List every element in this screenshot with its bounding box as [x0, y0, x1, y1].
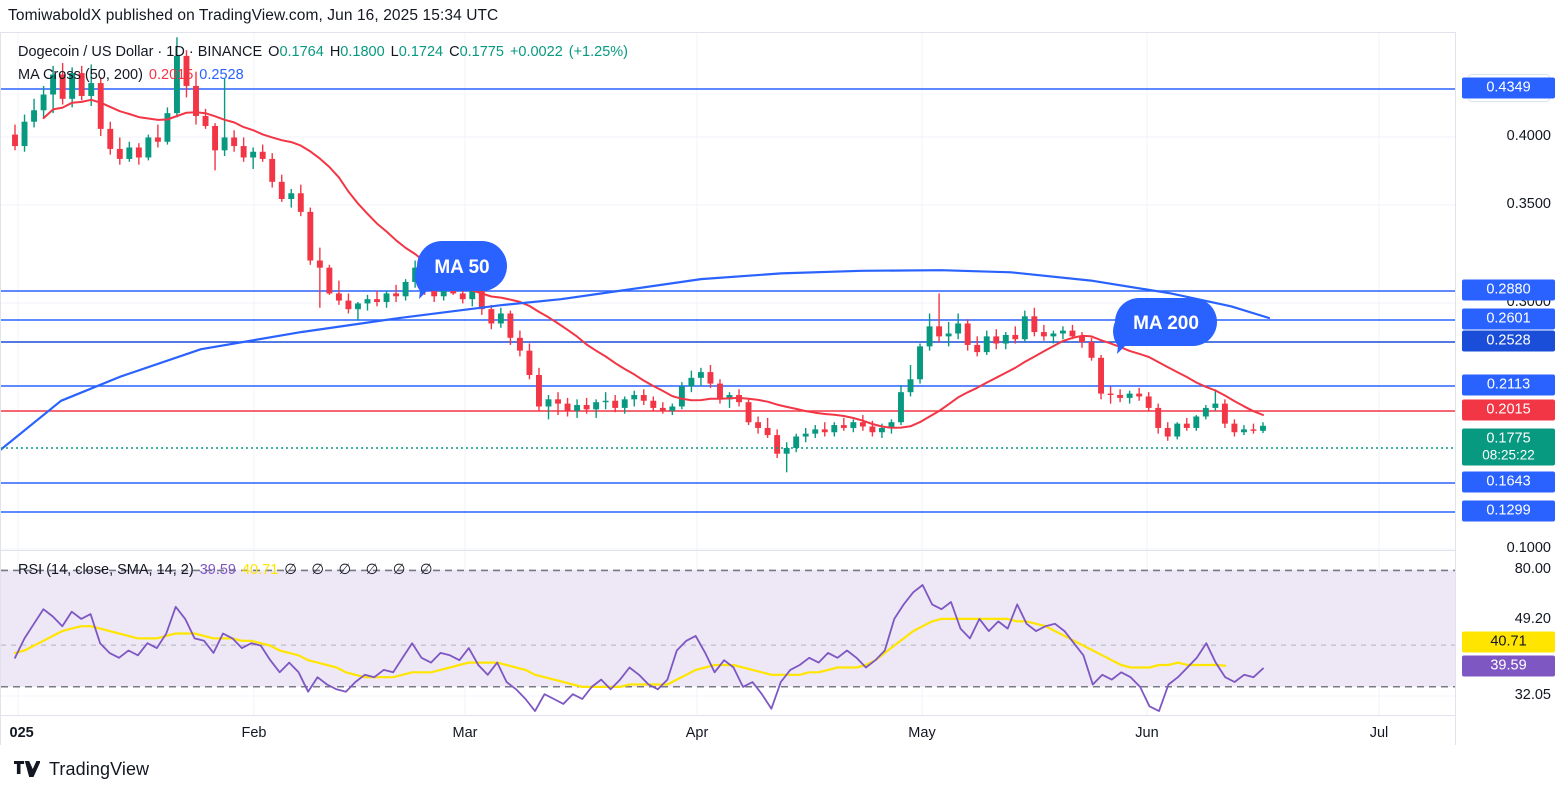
publisher-credit: TomiwaboldX published on TradingView.com…: [8, 7, 499, 24]
price-level-badge[interactable]: 0.2015: [1462, 399, 1555, 421]
price-pane[interactable]: MA 50 MA 200 Dogecoin / US Dollar · 1D · …: [0, 32, 1455, 550]
price-chart-canvas: MA 50 MA 200: [1, 33, 1455, 550]
last-price-badge[interactable]: 0.1775 08:25:22: [1462, 428, 1555, 466]
rsi-tick-label: 32.05: [1514, 687, 1551, 703]
rsi-level-badge[interactable]: 39.59: [1462, 655, 1555, 677]
symbol-legend[interactable]: Dogecoin / US Dollar · 1D · BINANCE O0.17…: [18, 44, 628, 60]
ohlc-c-label: C: [449, 44, 460, 60]
footer: TradingView: [0, 745, 1561, 793]
rsi-na-values: ∅ ∅ ∅ ∅ ∅ ∅: [284, 562, 433, 578]
ma-cross-title: MA Cross (50, 200): [18, 67, 143, 83]
countdown-timer: 08:25:22: [1482, 447, 1535, 463]
ma50-legend-value: 0.2015: [148, 67, 194, 83]
rsi-sma-value: 40.71: [241, 562, 279, 578]
ohlc-h-value: 0.1800: [340, 44, 385, 60]
callout-ma-50[interactable]: MA 50: [414, 241, 507, 299]
rsi-tick-label: 49.20: [1514, 611, 1551, 627]
price-level-badge[interactable]: 0.2601: [1462, 308, 1555, 330]
price-tick-label: 0.1000: [1506, 540, 1551, 556]
price-axis[interactable]: USD 0.40000.35000.30000.10000.43490.2880…: [1455, 32, 1561, 745]
publisher-bar: TomiwaboldX published on TradingView.com…: [0, 0, 1561, 32]
ohlc-l-label: L: [390, 44, 399, 60]
rsi-pane[interactable]: RSI (14, close, SMA, 14, 2) 39.59 40.71 ∅ ∅…: [0, 550, 1455, 715]
rsi-title: RSI (14, close, SMA, 14, 2): [18, 562, 194, 578]
change-percent: (+1.25%): [568, 44, 629, 60]
ma-cross-legend[interactable]: MA Cross (50, 200) 0.2015 0.2528: [18, 67, 244, 83]
price-level-badge[interactable]: 0.4349: [1462, 77, 1555, 99]
time-axis-label: May: [908, 725, 936, 741]
time-axis-label: Mar: [452, 725, 478, 741]
ma200-legend-value: 0.2528: [199, 67, 244, 83]
rsi-legend[interactable]: RSI (14, close, SMA, 14, 2) 39.59 40.71 ∅ ∅…: [18, 562, 433, 578]
tradingview-wordmark: TradingView: [49, 758, 150, 779]
time-axis-label: Feb: [241, 725, 267, 741]
ohlc-o-value: 0.1764: [279, 44, 324, 60]
ohlc-h-label: H: [329, 44, 341, 60]
rsi-level-badge[interactable]: 40.71: [1462, 631, 1555, 653]
price-level-badge[interactable]: 0.2528: [1462, 330, 1555, 352]
time-axis-label: Jul: [1369, 725, 1389, 741]
rsi-tick-label: 80.00: [1514, 561, 1551, 577]
price-tick-label: 0.4000: [1506, 128, 1551, 144]
ohlc-c-value: 0.1775: [459, 44, 504, 60]
time-axis-label: Jun: [1135, 725, 1159, 741]
time-axis-label: Apr: [685, 725, 709, 741]
ohlc-o-label: O: [268, 44, 280, 60]
rsi-chart-canvas: [1, 551, 1455, 715]
price-level-badge[interactable]: 0.2880: [1462, 279, 1555, 301]
time-axis[interactable]: 025 Feb Mar Apr May Jun Jul: [0, 715, 1455, 745]
symbol-title: Dogecoin / US Dollar · 1D · BINANCE: [18, 44, 263, 60]
price-level-badge[interactable]: 0.1643: [1462, 471, 1555, 493]
chart-frame: MA 50 MA 200 Dogecoin / US Dollar · 1D · …: [0, 32, 1561, 745]
rsi-value: 39.59: [199, 562, 236, 578]
ohlc-l-value: 0.1724: [398, 44, 444, 60]
change-value: +0.0022: [509, 44, 563, 60]
callout-ma-200[interactable]: MA 200: [1113, 298, 1217, 354]
tradingview-logo-icon: [14, 761, 40, 777]
price-tick-label: 0.3500: [1506, 196, 1551, 212]
svg-text:MA 50: MA 50: [434, 257, 489, 278]
price-level-badge[interactable]: 0.1299: [1462, 500, 1555, 522]
svg-text:MA 200: MA 200: [1133, 313, 1199, 334]
time-axis-label: 025: [9, 725, 34, 741]
price-level-badge[interactable]: 0.2113: [1462, 374, 1555, 396]
